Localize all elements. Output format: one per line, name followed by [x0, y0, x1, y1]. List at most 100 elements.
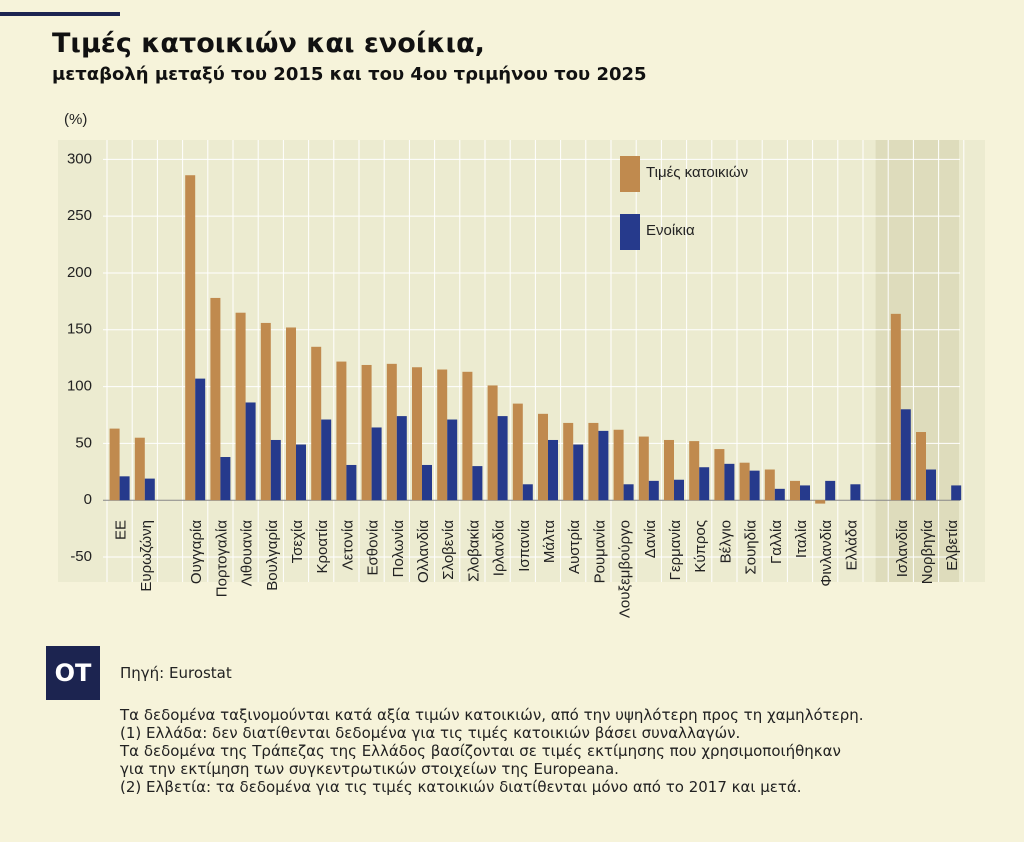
bar [825, 480, 836, 501]
bar [270, 439, 281, 501]
bar [512, 403, 523, 501]
header-bar [0, 12, 120, 16]
bar [613, 429, 624, 501]
bar [119, 476, 130, 501]
x-tick-label: Λουξεμβούργο [617, 520, 634, 618]
x-tick-label: Δανία [642, 520, 659, 559]
x-tick-label: Πορτογαλία [213, 520, 230, 598]
bar [346, 464, 357, 501]
y-axis-label: (%) [64, 111, 87, 128]
bar [850, 484, 861, 501]
x-tick-label: Ελλάδα [843, 520, 860, 571]
bar [689, 441, 700, 501]
bar [739, 462, 750, 501]
legend-label: Τιμές κατοικιών [646, 164, 748, 181]
bar [648, 480, 659, 501]
bar [260, 322, 271, 501]
bar [749, 470, 760, 501]
title: Τιμές κατοικιών και ενοίκια, [52, 28, 485, 59]
x-tick-label: Ελβετία [944, 520, 961, 571]
x-tick-label: Λετονία [339, 520, 356, 571]
bar [951, 485, 962, 501]
bar [210, 297, 221, 501]
bar [437, 369, 448, 501]
plot-background [58, 140, 985, 582]
x-tick-label: Γαλλία [768, 520, 785, 564]
x-tick-label: Ευρωζώνη [138, 520, 155, 592]
bar [522, 484, 533, 501]
bar [487, 385, 498, 501]
subtitle: μεταβολή μεταξύ του 2015 και του 4ου τρι… [52, 64, 647, 85]
bar [296, 444, 306, 501]
bar [195, 378, 206, 501]
y-tick-label: 200 [67, 264, 92, 281]
shaded-region [875, 140, 959, 582]
x-tick-label: Τσεχία [289, 520, 306, 564]
bar [598, 430, 609, 501]
x-tick-label: Κύπρος [692, 520, 709, 573]
bar [321, 419, 332, 501]
x-tick-label: Ουγγαρία [188, 520, 205, 584]
x-tick-label: Ιταλία [793, 520, 810, 558]
x-tick-label: Ιρλανδία [491, 520, 508, 577]
x-tick-label: Σλοβακία [465, 520, 482, 582]
x-tick-label: Αυστρία [566, 520, 583, 574]
bar [386, 363, 397, 501]
x-tick-label: Νορβηγία [919, 520, 936, 585]
x-tick-label: Σλοβενία [440, 520, 457, 580]
bar [714, 449, 725, 501]
bar [311, 346, 322, 501]
y-tick-label: 250 [67, 207, 92, 224]
bar [764, 469, 775, 501]
bar [462, 371, 473, 501]
x-tick-label: Πολωνία [390, 520, 407, 578]
y-tick-label: 150 [67, 321, 92, 338]
bar [674, 479, 684, 501]
legend-swatch [620, 156, 640, 192]
note-line: (1) Ελλάδα: δεν διατίθενται δεδομένα για… [120, 724, 741, 742]
bar [916, 432, 926, 501]
bar [900, 409, 911, 501]
x-tick-label: ΕΕ [113, 520, 130, 540]
bar [815, 500, 826, 504]
bar [664, 439, 674, 501]
y-tick-label: 300 [67, 150, 92, 167]
bar [890, 313, 901, 501]
legend-swatch [620, 214, 640, 250]
bar [497, 416, 508, 501]
bar [245, 402, 256, 501]
x-tick-label: Κροατία [314, 520, 331, 574]
y-tick-label: 100 [67, 378, 92, 395]
bar [790, 480, 800, 501]
legend-label: Ενοίκια [646, 222, 695, 239]
note-line: Τα δεδομένα της Τράπεζας της Ελλάδος βασ… [120, 742, 841, 760]
y-tick-label: 0 [84, 491, 92, 508]
bar [573, 444, 584, 501]
bar [412, 367, 422, 501]
bar [563, 422, 574, 501]
bar [144, 478, 155, 501]
bar [724, 463, 735, 501]
bar [371, 427, 382, 501]
x-tick-label: Μάλτα [541, 520, 558, 563]
x-tick-label: Βέλγιο [717, 520, 734, 563]
x-tick-label: Φινλανδία [818, 520, 835, 587]
bar [926, 469, 936, 501]
x-tick-label: Ισπανία [516, 520, 533, 572]
bar [548, 439, 558, 501]
notes: Τα δεδομένα ταξινομούνται κατά αξία τιμώ… [120, 706, 864, 796]
x-tick-label: Εσθονία [365, 520, 382, 576]
bar [422, 464, 432, 501]
bar [588, 422, 599, 501]
bar [447, 419, 458, 501]
bar [538, 413, 548, 501]
logo: OT [46, 646, 100, 700]
x-tick-label: Σουηδία [743, 520, 760, 575]
note-line: Τα δεδομένα ταξινομούνται κατά αξία τιμώ… [120, 706, 864, 724]
chart: (%) -50 0 50 100 150 200 250 300 ΕΕ Ευρωζώνη Ουγγα… [58, 110, 985, 619]
bar [699, 467, 710, 501]
bar [638, 436, 649, 501]
bar [286, 327, 296, 501]
x-tick-label: Λιθουανία [239, 520, 256, 587]
